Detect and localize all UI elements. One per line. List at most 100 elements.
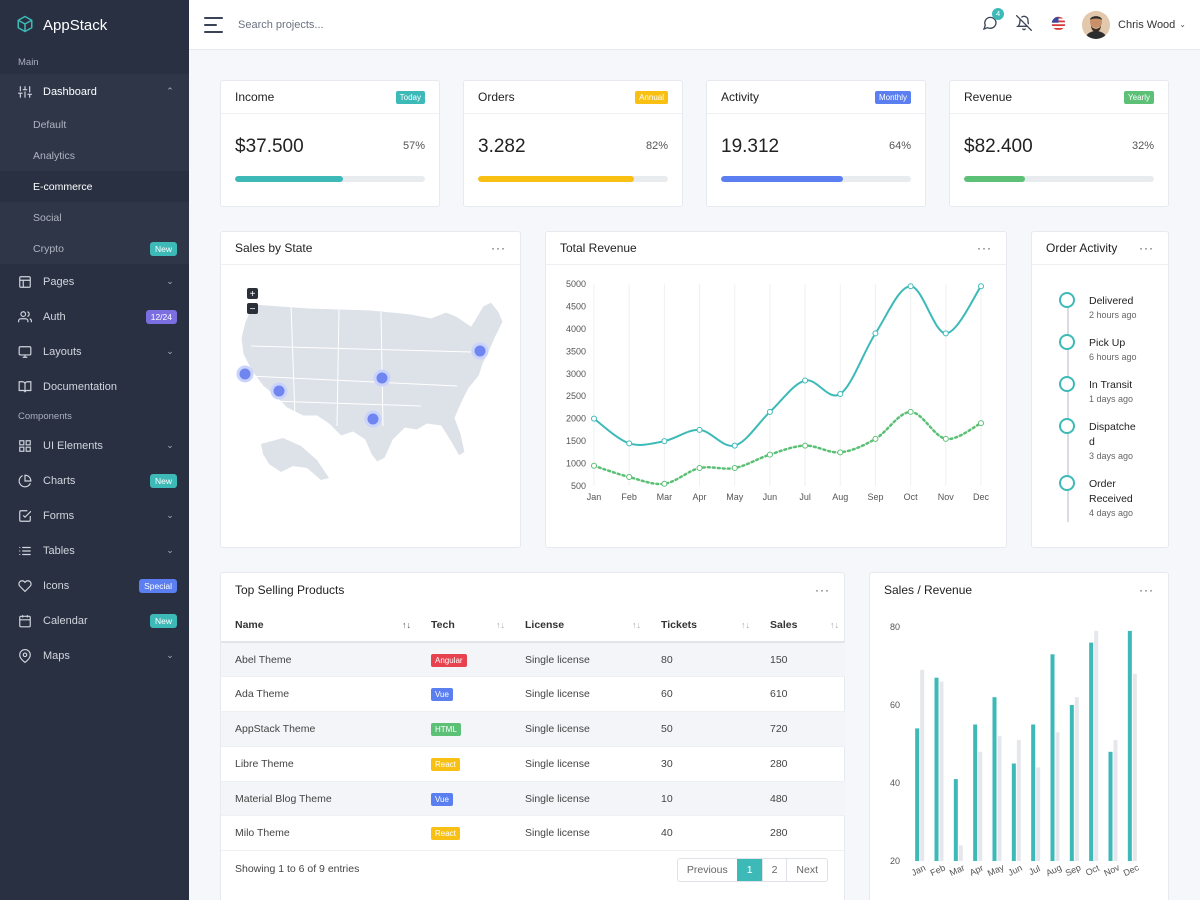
more-options-icon[interactable]: ··· <box>1139 241 1154 255</box>
table-row[interactable]: Milo Theme React Single license 40 280 <box>221 815 845 852</box>
more-options-icon[interactable]: ··· <box>977 241 992 255</box>
column-header-name[interactable]: Name ↑↓ <box>221 609 417 643</box>
table-row[interactable]: Ada Theme Vue Single license 60 610 <box>221 676 845 713</box>
bar-1 <box>1094 630 1099 861</box>
table-row[interactable]: AppStack Theme HTML Single license 50 720 <box>221 711 845 747</box>
list-icon <box>18 544 32 558</box>
sidebar-item-maps[interactable]: Maps ⌄ <box>0 638 189 673</box>
sort-icon[interactable]: ↑↓ <box>830 620 839 630</box>
more-options-icon[interactable]: ··· <box>491 241 506 255</box>
state-borders <box>248 305 472 427</box>
series-line-0 <box>593 285 982 447</box>
sidebar-item-tables[interactable]: Tables ⌄ <box>0 533 189 568</box>
y-tick-label: 3500 <box>566 346 586 356</box>
sort-icon[interactable]: ↑↓ <box>741 620 750 630</box>
section-header-main: Main <box>18 57 39 68</box>
data-point <box>978 283 984 290</box>
brand[interactable]: AppStack <box>0 0 189 50</box>
map-marker[interactable] <box>364 410 382 428</box>
zoom-out-icon: − <box>250 304 256 315</box>
pagination-next[interactable]: Next <box>786 859 827 881</box>
us-map[interactable]: + − <box>221 266 522 548</box>
zoom-out-button[interactable] <box>247 303 258 314</box>
column-label: Tickets <box>661 619 697 631</box>
sidebar-subitem-social[interactable]: Social <box>0 202 189 233</box>
column-label: Name <box>235 619 264 631</box>
table-row[interactable]: Abel Theme Angular Single license 80 150 <box>221 642 845 678</box>
map-marker[interactable] <box>373 369 391 387</box>
sidebar-item-forms[interactable]: Forms ⌄ <box>0 498 189 533</box>
sidebar-subitem-ecommerce[interactable]: E-commerce <box>0 171 189 202</box>
sidebar-item-calendar[interactable]: Calendar New <box>0 603 189 638</box>
users-icon <box>18 310 32 324</box>
bar-1 <box>920 669 925 861</box>
brand-name: AppStack <box>43 16 108 34</box>
language-button[interactable] <box>1049 16 1067 34</box>
sidebar-subitem-analytics[interactable]: Analytics <box>0 140 189 171</box>
more-options-icon[interactable]: ··· <box>1139 583 1154 597</box>
auth-count-badge: 12/24 <box>145 309 177 324</box>
sort-icon[interactable]: ↑↓ <box>632 620 641 630</box>
data-point <box>802 377 809 384</box>
sidebar-item-ui-elements[interactable]: UI Elements ⌄ <box>0 428 189 463</box>
bar-1 <box>1132 673 1137 861</box>
sort-asc-icon[interactable]: ↑↓ <box>402 620 411 630</box>
column-header-tech[interactable]: Tech ↑↓ <box>417 609 511 643</box>
period-badge: Today <box>395 90 425 104</box>
sort-icon[interactable]: ↑↓ <box>496 620 505 630</box>
sidebar-item-label: Charts <box>43 474 76 487</box>
sidebar-item-documentation[interactable]: Documentation <box>0 369 189 404</box>
notifications-button[interactable] <box>1015 15 1033 34</box>
bar-1 <box>1074 697 1079 861</box>
sidebar-subitem-default[interactable]: Default <box>0 109 189 140</box>
map-marker[interactable] <box>270 382 288 400</box>
x-tick-label: Feb <box>929 862 947 878</box>
column-header-tickets[interactable]: Tickets ↑↓ <box>647 609 756 643</box>
period-badge: Yearly <box>1124 90 1154 104</box>
period-badge: Monthly <box>874 90 911 104</box>
messages-button[interactable]: 4 <box>981 7 1005 34</box>
avatar[interactable] <box>1082 10 1111 39</box>
map-marker[interactable] <box>471 342 489 360</box>
sidebar-item-label: Tables <box>43 544 75 557</box>
column-header-license[interactable]: License ↑↓ <box>511 609 647 643</box>
table-row[interactable]: Libre Theme React Single license 30 280 <box>221 746 845 782</box>
map-pin-icon <box>18 648 32 663</box>
y-tick-label: 2000 <box>566 414 586 424</box>
timeline-time: 1 days ago <box>1089 394 1134 404</box>
hamburger-menu-icon[interactable] <box>204 16 223 33</box>
sidebar-subitem-crypto[interactable]: Crypto New <box>0 233 189 264</box>
sidebar-item-label: Icons <box>43 579 70 592</box>
data-point <box>907 283 914 290</box>
zoom-in-button[interactable] <box>247 288 258 299</box>
sidebar-item-icons[interactable]: Icons Special <box>0 568 189 603</box>
column-header-sales[interactable]: Sales ↑↓ <box>756 609 845 643</box>
bar-0 <box>1050 654 1055 861</box>
search-input[interactable] <box>238 18 458 31</box>
map-marker[interactable] <box>236 365 254 383</box>
chevron-down-icon: ⌄ <box>166 346 174 356</box>
stat-card-income: Income Today $37.500 57% <box>220 80 440 207</box>
sidebar-item-layouts[interactable]: Layouts ⌄ <box>0 334 189 369</box>
stat-value: 19.312 <box>721 136 780 157</box>
bell-off-icon <box>1015 15 1033 34</box>
sidebar-item-pages[interactable]: Pages ⌄ <box>0 264 189 299</box>
sidebar-item-charts[interactable]: Charts New <box>0 463 189 498</box>
pagination-page-2[interactable]: 2 <box>761 859 787 881</box>
table-row[interactable]: Material Blog Theme Vue Single license 10 48… <box>221 781 845 817</box>
pagination-page-1[interactable]: 1 <box>736 859 762 881</box>
sidebar-item-auth[interactable]: Auth 12/24 <box>0 299 189 334</box>
pagination-previous[interactable]: Previous <box>686 864 728 876</box>
bar-0 <box>1108 751 1113 861</box>
user-name[interactable]: Chris Wood <box>1118 18 1176 31</box>
sidebar-item-label: Calendar <box>43 614 88 627</box>
more-options-icon[interactable]: ··· <box>815 583 830 597</box>
card-title: Income <box>235 90 275 104</box>
dashboard-submenu: Default Analytics E-commerce Social Cryp… <box>0 109 189 264</box>
x-tick-label: Jun <box>763 492 778 502</box>
sidebar-item-dashboard[interactable]: Dashboard ⌃ <box>0 74 189 109</box>
x-tick-label: Mar <box>657 492 673 502</box>
sidebar-item-label: Auth <box>43 310 66 323</box>
bar-1 <box>978 751 983 861</box>
chevron-down-icon[interactable]: ⌄ <box>1179 20 1186 29</box>
